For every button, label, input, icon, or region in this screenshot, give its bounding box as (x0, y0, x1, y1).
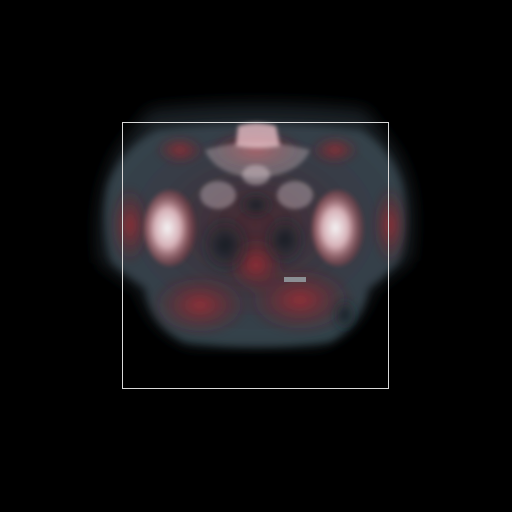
dark-cavities (199, 191, 359, 333)
roi-box[interactable] (122, 122, 389, 389)
marker-artifact (284, 277, 306, 282)
bone-structures (144, 123, 364, 266)
